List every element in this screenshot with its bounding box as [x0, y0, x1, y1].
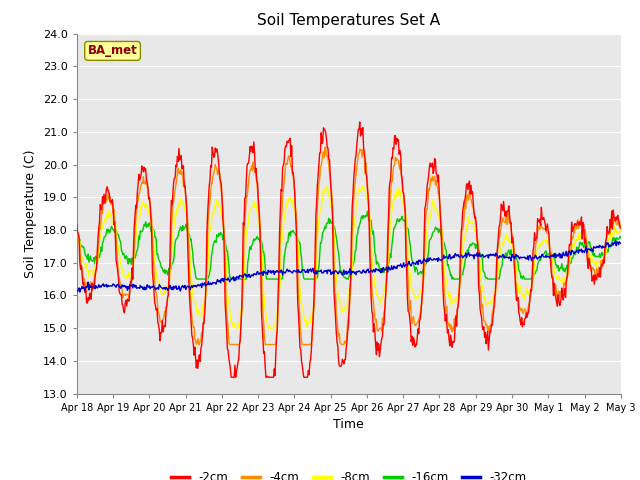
X-axis label: Time: Time [333, 418, 364, 431]
Text: BA_met: BA_met [88, 44, 138, 58]
Legend: -2cm, -4cm, -8cm, -16cm, -32cm: -2cm, -4cm, -8cm, -16cm, -32cm [166, 466, 531, 480]
Y-axis label: Soil Temperature (C): Soil Temperature (C) [24, 149, 37, 278]
Title: Soil Temperatures Set A: Soil Temperatures Set A [257, 13, 440, 28]
